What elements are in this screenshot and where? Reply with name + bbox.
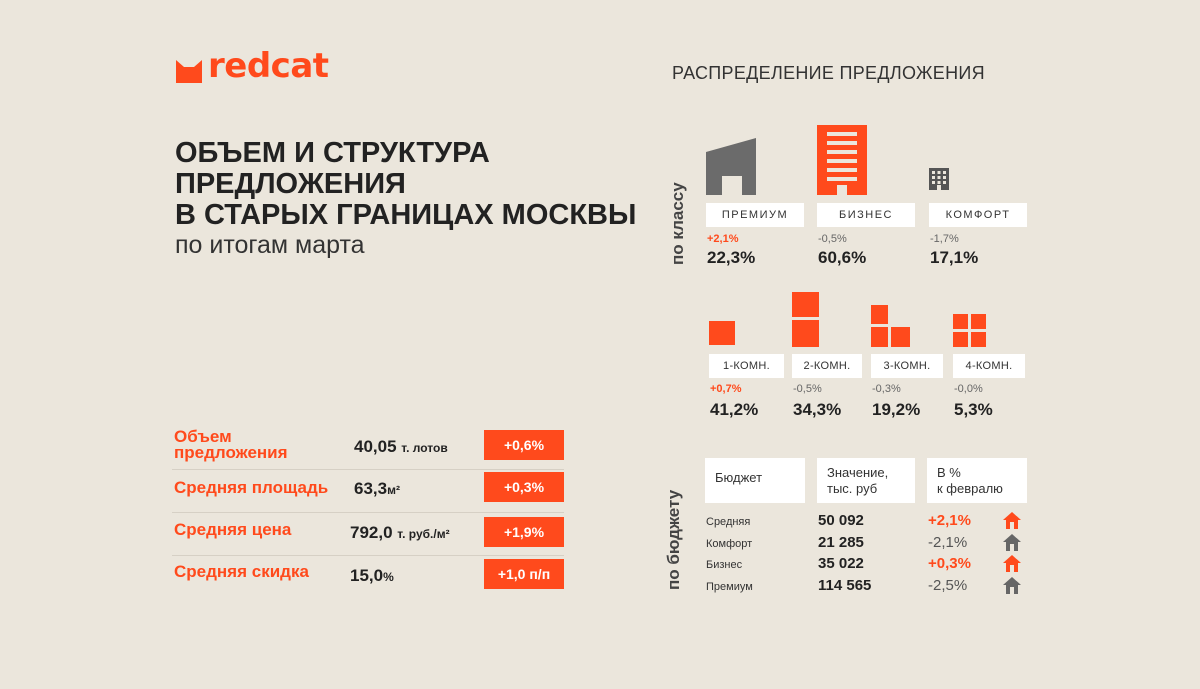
kpi-label: Средняя скидка	[174, 562, 309, 581]
kpi-row-discount: Средняя скидка 15,0% +1,0 п/п	[172, 556, 564, 598]
kpi-number: 63,3	[354, 479, 388, 498]
room-delta-4: -0,0%	[954, 383, 983, 395]
class-share-business: 60,6%	[818, 248, 867, 267]
kpi-number: 792,0	[350, 523, 393, 542]
kpi-unit: т. лотов	[401, 441, 448, 455]
house-up-icon	[1003, 512, 1021, 529]
room-delta-2: -0,5%	[793, 383, 822, 395]
class-delta-premium: +2,1%	[707, 233, 739, 245]
budget-header-change-line1: В %	[937, 465, 961, 480]
distribution-title: РАСПРЕДЕЛЕНИЕ ПРЕДЛОЖЕНИЯ	[672, 63, 985, 83]
kpi-change-badge: +1,0 п/п	[484, 559, 564, 589]
kpi-value: 792,0 т. руб./м²	[350, 523, 450, 543]
house-down-icon	[1003, 577, 1021, 594]
title-line-1: ОБЪЕМ И СТРУКТУРА	[175, 137, 490, 169]
kpi-row-price: Средняя цена 792,0 т. руб./м² +1,9%	[172, 513, 564, 556]
comfort-building-icon	[929, 168, 949, 190]
budget-header-change: В % к февралю	[927, 458, 1027, 503]
three-room-icon	[871, 305, 910, 347]
page-subtitle: по итогам марта	[175, 231, 365, 259]
budget-header-value: Значение, тыс. руб	[817, 458, 915, 503]
budget-header-value-line1: Значение,	[827, 465, 889, 480]
class-tag-business: БИЗНЕС	[817, 203, 915, 227]
budget-row-value: 114 565	[818, 577, 872, 594]
budget-row-change: -2,5%	[928, 577, 968, 594]
budget-row-label: Бизнес	[706, 559, 743, 571]
by-class-label: по классу	[668, 182, 687, 265]
budget-row-change: +0,3%	[928, 555, 971, 572]
title-line-3: В СТАРЫХ ГРАНИЦАХ МОСКВЫ	[175, 199, 637, 231]
class-delta-comfort: -1,7%	[930, 233, 959, 245]
business-building-icon	[817, 125, 867, 195]
budget-row-value: 50 092	[818, 512, 864, 529]
class-share-comfort: 17,1%	[930, 248, 979, 267]
budget-row-label: Премиум	[706, 581, 753, 593]
cat-ears-logo-icon	[176, 60, 202, 83]
kpi-value: 15,0%	[350, 566, 394, 586]
class-delta-business: -0,5%	[818, 233, 847, 245]
room-delta-1: +0,7%	[710, 383, 742, 395]
room-share-4: 5,3%	[954, 400, 993, 419]
room-share-2: 34,3%	[793, 400, 842, 419]
kpi-value: 63,3м²	[354, 479, 400, 499]
kpi-change-badge: +1,9%	[484, 517, 564, 547]
kpi-unit: т. руб./м²	[397, 527, 450, 541]
budget-header-change-line2: к февралю	[937, 481, 1003, 496]
title-line-2: ПРЕДЛОЖЕНИЯ	[175, 168, 406, 200]
room-tag-3: 3-КОМН.	[871, 354, 943, 378]
kpi-value: 40,05 т. лотов	[354, 437, 448, 457]
budget-row-label: Средняя	[706, 516, 751, 528]
by-budget-label: по бюджету	[664, 489, 683, 590]
brand-logo-text: redcat	[208, 46, 329, 86]
premium-building-icon	[706, 138, 756, 195]
page-title: ОБЪЕМ И СТРУКТУРА ПРЕДЛОЖЕНИЯ В СТАРЫХ Г…	[175, 137, 637, 231]
two-room-icon	[792, 292, 819, 347]
kpi-number: 15,0	[350, 566, 384, 585]
kpi-change-badge: +0,3%	[484, 472, 564, 502]
room-tag-2: 2-КОМН.	[792, 354, 862, 378]
kpi-change-badge: +0,6%	[484, 430, 564, 460]
budget-header-value-line2: тыс. руб	[827, 481, 878, 496]
one-room-icon	[709, 321, 735, 345]
room-delta-3: -0,3%	[872, 383, 901, 395]
class-share-premium: 22,3%	[707, 248, 756, 267]
kpi-unit: %	[383, 570, 394, 584]
budget-row-change: +2,1%	[928, 512, 971, 529]
house-up-icon	[1003, 555, 1021, 572]
four-room-icon	[953, 314, 986, 347]
kpi-label: Объем предложения	[174, 427, 288, 462]
budget-row-label: Комфорт	[706, 538, 753, 550]
room-share-1: 41,2%	[710, 400, 759, 419]
room-tag-1: 1-КОМН.	[709, 354, 784, 378]
room-share-3: 19,2%	[872, 400, 921, 419]
kpi-label: Средняя цена	[174, 520, 292, 539]
kpi-label: Средняя площадь	[174, 478, 329, 497]
budget-row-value: 35 022	[818, 555, 864, 572]
budget-row-value: 21 285	[818, 534, 864, 551]
kpi-row-area: Средняя площадь 63,3м² +0,3%	[172, 470, 564, 513]
budget-row-change: -2,1%	[928, 534, 968, 551]
room-tag-4: 4-КОМН.	[953, 354, 1025, 378]
class-tag-premium: ПРЕМИУМ	[706, 203, 804, 227]
kpi-unit: м²	[387, 483, 400, 497]
budget-header-label: Бюджет	[705, 458, 805, 503]
kpi-row-volume: Объем предложения 40,05 т. лотов +0,6%	[172, 427, 564, 470]
kpi-number: 40,05	[354, 437, 397, 456]
house-down-icon	[1003, 534, 1021, 551]
class-tag-comfort: КОМФОРТ	[929, 203, 1027, 227]
